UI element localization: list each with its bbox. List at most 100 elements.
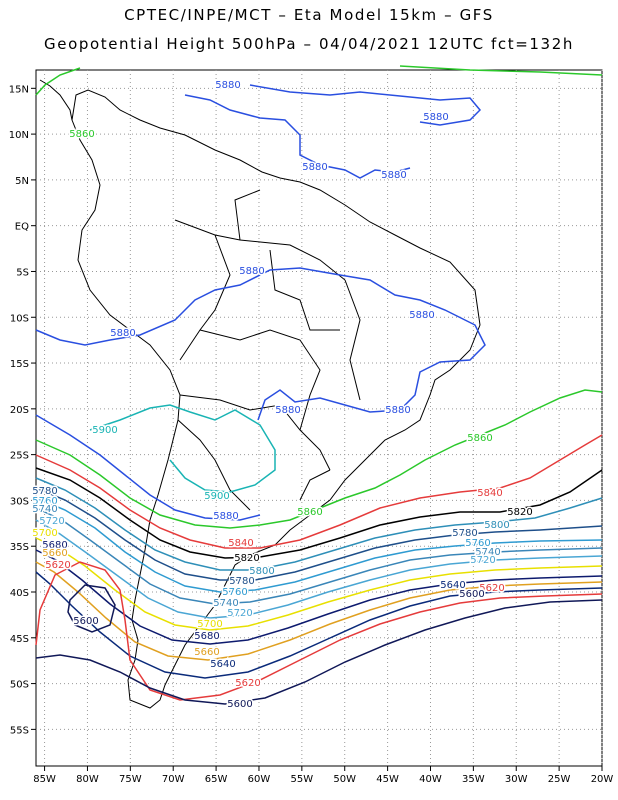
contour-5800 — [35, 477, 603, 571]
contour-5760 — [35, 497, 603, 593]
tick-label-lon: 35W — [462, 774, 485, 785]
tick-label-lat: 15N — [9, 84, 29, 95]
contour-5640 — [35, 571, 603, 679]
tick-label-lat: 25S — [10, 451, 29, 462]
label-5760-1: 5760 — [465, 538, 490, 549]
contour-5820 — [35, 467, 603, 559]
label-5620-2: 5620 — [479, 583, 504, 594]
label-5880-center-5: 5880 — [385, 405, 410, 416]
tick-label-lat: 20S — [10, 405, 29, 416]
contour-5720 — [35, 519, 603, 619]
label-5660: 5660 — [194, 647, 219, 658]
tick-label-lon: 75W — [119, 774, 142, 785]
label-5880-center-1: 5880 — [239, 266, 264, 277]
tick-label-lat: 15S — [10, 359, 29, 370]
tick-label-lon: 30W — [505, 774, 528, 785]
label-5860-south-1: 5860 — [467, 433, 492, 444]
contour-5880-center — [35, 267, 486, 421]
label-5820-1: 5820 — [507, 507, 532, 518]
tick-label-lat: 50S — [10, 680, 29, 691]
label-5880-south: 5880 — [213, 511, 238, 522]
label-5700-west: 5700 — [32, 528, 57, 539]
contour-5780 — [35, 487, 603, 581]
contour-5860-south — [35, 389, 603, 529]
tick-label-lon: 65W — [205, 774, 228, 785]
tick-label-lat: 45S — [10, 634, 29, 645]
label-5600-2: 5600 — [459, 589, 484, 600]
tick-label-lon: 20W — [591, 774, 614, 785]
label-5620-west: 5620 — [45, 560, 70, 571]
label-5840-1: 5840 — [477, 488, 502, 499]
label-5640-2: 5640 — [440, 580, 465, 591]
label-5740-1: 5740 — [475, 547, 500, 558]
label-5800-1: 5800 — [484, 520, 509, 531]
label-5840-2: 5840 — [228, 538, 253, 549]
contour-5600-low — [67, 584, 116, 633]
label-5720-2: 5720 — [227, 608, 252, 619]
label-5880-north-3: 5880 — [302, 162, 327, 173]
tick-label-lon: 85W — [33, 774, 56, 785]
label-5680: 5680 — [194, 631, 219, 642]
label-5760-2: 5760 — [222, 587, 247, 598]
label-5660-west: 5660 — [42, 548, 67, 559]
label-5880-north-2: 5880 — [423, 112, 448, 123]
coastlines — [39, 79, 481, 709]
tick-label-lon: 45W — [376, 774, 399, 785]
tick-label-lon: 25W — [548, 774, 571, 785]
tick-label-lon: 40W — [419, 774, 442, 785]
label-5680-west: 5680 — [42, 540, 67, 551]
contour-5700 — [35, 537, 603, 631]
label-5760-west: 5760 — [32, 496, 57, 507]
contour-5680 — [35, 549, 603, 645]
label-5800-2: 5800 — [249, 566, 274, 577]
contour-5600 — [35, 599, 603, 705]
label-5880-center-4: 5880 — [275, 405, 300, 416]
label-5700: 5700 — [197, 619, 222, 630]
tick-label-lon: 50W — [333, 774, 356, 785]
tick-label-lat: 5N — [15, 176, 29, 187]
contour-5620 — [35, 561, 603, 701]
label-5900-2: 5900 — [204, 491, 229, 502]
tick-label-lon: 80W — [76, 774, 99, 785]
label-5780-2: 5780 — [229, 576, 254, 587]
chart-title: CPTEC/INPE/MCT – Eta Model 15km – GFS — [124, 6, 494, 24]
label-5620-1: 5620 — [235, 678, 260, 689]
contour-5880-south — [35, 414, 261, 521]
label-5720-1: 5720 — [470, 555, 495, 566]
label-5880-center-2: 5880 — [409, 310, 434, 321]
tick-label-lon: 55W — [291, 774, 314, 785]
tick-label-lat: 40S — [10, 588, 29, 599]
tick-label-lat: 10N — [9, 130, 29, 141]
label-5820-2: 5820 — [234, 553, 259, 564]
tick-label-lat: EQ — [15, 222, 29, 233]
label-5600-low: 5600 — [73, 616, 98, 627]
contour-5860-north — [35, 65, 603, 96]
contour-5840 — [35, 434, 603, 549]
tick-label-lon: 70W — [162, 774, 185, 785]
label-5880-north-1: 5880 — [215, 80, 240, 91]
axis-ticks: 85W 80W 75W 70W 65W 60W 55W 50W 45W 40W 35W 30W 25W 2… — [9, 84, 614, 785]
label-5740-2: 5740 — [213, 598, 238, 609]
tick-label-lon: 60W — [248, 774, 271, 785]
chart-subtitle: Geopotential Height 500hPa – 04/04/2021 … — [44, 35, 574, 53]
tick-label-lat: 30S — [10, 496, 29, 507]
label-5600-1: 5600 — [227, 699, 252, 710]
label-5780-west: 5780 — [32, 486, 57, 497]
contour-5660 — [35, 561, 603, 661]
contour-5900 — [89, 404, 276, 493]
contour-5880-north — [184, 84, 482, 179]
national-borders — [174, 189, 361, 511]
label-5720-west: 5720 — [39, 516, 64, 527]
tick-label-lat: 35S — [10, 542, 29, 553]
tick-label-lat: 5S — [16, 267, 29, 278]
tick-label-lat: 10S — [10, 313, 29, 324]
label-5880-north-4: 5880 — [381, 170, 406, 181]
tick-label-lat: 55S — [10, 725, 29, 736]
contour-5740 — [35, 507, 603, 605]
label-5740-west: 5740 — [32, 504, 57, 515]
label-5780-1: 5780 — [452, 528, 477, 539]
label-5860-south-2: 5860 — [297, 507, 322, 518]
label-5860-north: 5860 — [69, 129, 94, 140]
label-5900-1: 5900 — [92, 425, 117, 436]
